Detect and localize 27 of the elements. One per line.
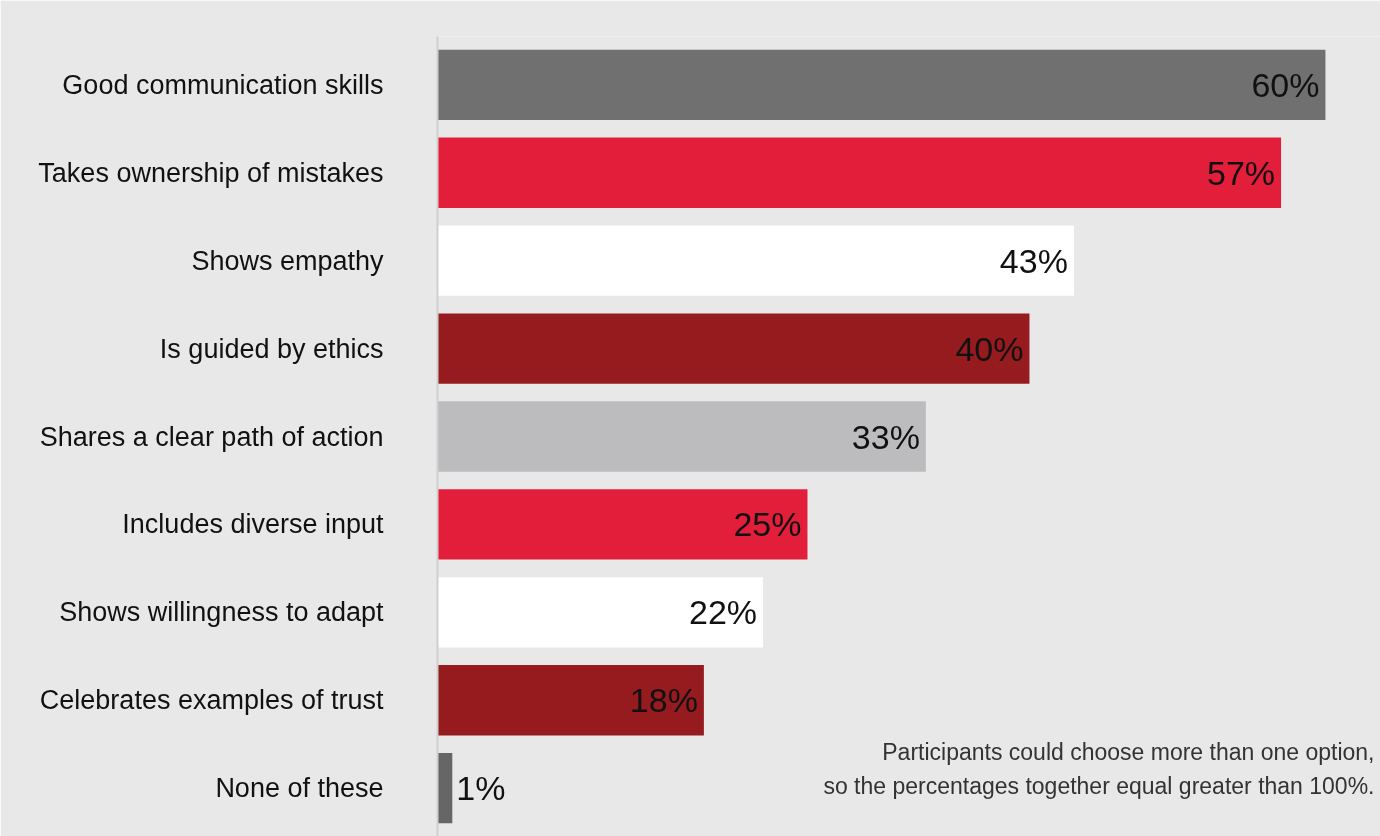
bar (437, 49, 1326, 121)
data-label: 25% (733, 505, 802, 544)
data-label: 60% (1251, 65, 1320, 104)
bar (437, 137, 1282, 208)
bar (437, 665, 704, 736)
y-tick-label: Good communication skills (62, 69, 384, 100)
y-tick-label: Includes diverse input (122, 509, 384, 540)
y-tick-label: Is guided by ethics (159, 333, 384, 364)
bar (437, 489, 808, 560)
y-tick-label: Shows willingness to adapt (59, 597, 384, 628)
bar (437, 313, 1030, 384)
y-tick-label: Shows empathy (191, 245, 384, 276)
data-label: 40% (955, 329, 1024, 368)
data-label: 22% (689, 593, 758, 632)
bar (437, 401, 926, 472)
data-label: 33% (851, 417, 920, 456)
y-tick-label: None of these (215, 773, 384, 804)
data-label: 43% (999, 241, 1068, 280)
data-label: 1% (456, 769, 506, 808)
bar (437, 577, 764, 648)
y-tick-label: Shares a clear path of action (39, 421, 384, 452)
data-label: 57% (1207, 153, 1276, 192)
bar (437, 225, 1074, 296)
y-tick-label: Takes ownership of mistakes (38, 157, 384, 188)
y-tick-label: Celebrates examples of trust (39, 685, 384, 716)
annotation: Participants could choose more than one option, so the percentages together equal greater than 100%. (823, 739, 1375, 800)
data-label: 18% (629, 681, 698, 720)
